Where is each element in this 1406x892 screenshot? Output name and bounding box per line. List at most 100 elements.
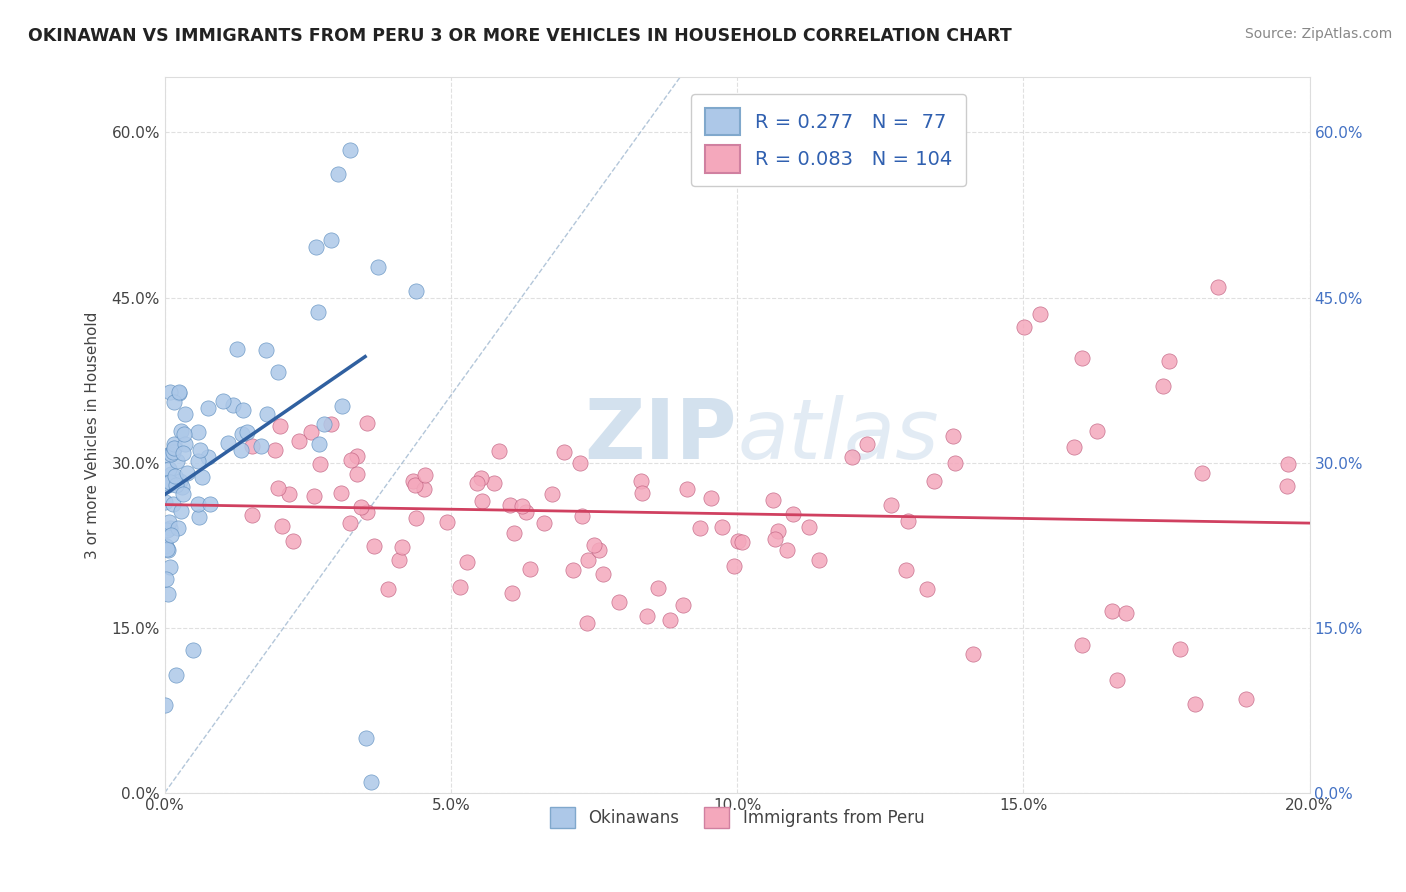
Point (676, 482, 699, 496)
Point (156, 541, 179, 556)
Point (155, 572, 177, 586)
Point (436, 515, 458, 529)
Point (360, 774, 382, 789)
Point (156, 475, 179, 490)
Point (155, 539, 177, 553)
Point (354, 731, 377, 745)
Point (405, 285, 427, 299)
Point (222, 398, 245, 412)
Point (157, 462, 180, 476)
Point (236, 425, 259, 440)
Point (346, 449, 368, 463)
Point (630, 474, 652, 488)
Point (188, 443, 211, 458)
Point (191, 470, 214, 484)
Point (305, 240, 328, 254)
Point (187, 453, 209, 467)
Point (402, 474, 425, 488)
Point (339, 143, 361, 157)
Point (482, 475, 505, 490)
Point (326, 167, 349, 181)
Point (267, 481, 290, 495)
Point (576, 553, 599, 567)
Point (727, 533, 749, 548)
Point (569, 456, 592, 470)
Point (501, 586, 523, 600)
Point (363, 540, 385, 554)
Point (571, 509, 593, 524)
Point (240, 439, 263, 453)
Point (162, 497, 184, 511)
Point (160, 467, 183, 481)
Point (1071, 638, 1094, 652)
Point (710, 520, 733, 534)
Point (212, 394, 235, 409)
Point (346, 467, 368, 482)
Point (583, 538, 606, 552)
Point (405, 510, 427, 524)
Point (174, 407, 197, 421)
Point (541, 487, 564, 501)
Point (533, 516, 555, 530)
Point (575, 615, 598, 630)
Point (700, 491, 723, 505)
Point (762, 493, 785, 508)
Point (449, 580, 471, 594)
Point (808, 553, 831, 567)
Point (922, 474, 945, 488)
Point (1063, 441, 1085, 455)
Point (155, 495, 177, 509)
Point (880, 499, 903, 513)
Point (169, 424, 191, 438)
Point (330, 399, 353, 413)
Point (256, 407, 278, 421)
Point (1275, 479, 1298, 493)
Point (1105, 673, 1128, 687)
Point (176, 467, 198, 481)
Point (636, 609, 658, 624)
Point (299, 425, 322, 439)
Point (723, 558, 745, 573)
Point (156, 587, 179, 601)
Point (162, 444, 184, 458)
Point (308, 458, 330, 472)
Point (456, 555, 478, 569)
Point (159, 384, 181, 399)
Point (340, 453, 363, 467)
Point (302, 489, 325, 503)
Point (187, 497, 209, 511)
Point (404, 478, 426, 492)
Point (156, 523, 179, 537)
Point (672, 599, 695, 613)
Point (250, 438, 273, 452)
Point (312, 417, 335, 431)
Point (307, 305, 329, 319)
Point (465, 475, 488, 490)
Point (942, 429, 965, 443)
Point (229, 442, 252, 457)
Point (377, 582, 399, 597)
Point (187, 509, 209, 524)
Point (1206, 279, 1229, 293)
Point (1101, 604, 1123, 618)
Point (499, 498, 522, 512)
Point (1029, 307, 1052, 321)
Point (1157, 353, 1180, 368)
Y-axis label: 3 or more Vehicles in Household: 3 or more Vehicles in Household (86, 311, 100, 558)
Legend: Okinawans, Immigrants from Peru: Okinawans, Immigrants from Peru (543, 801, 931, 834)
Point (187, 425, 209, 440)
Point (592, 566, 614, 581)
Point (165, 668, 187, 682)
Point (157, 477, 180, 491)
Point (173, 426, 195, 441)
Point (308, 437, 330, 451)
Text: atlas: atlas (737, 394, 939, 475)
Point (856, 437, 879, 451)
Point (183, 642, 205, 657)
Point (264, 442, 287, 457)
Point (269, 418, 291, 433)
Point (172, 487, 194, 501)
Point (198, 497, 221, 511)
Point (232, 403, 254, 417)
Point (153, 698, 176, 712)
